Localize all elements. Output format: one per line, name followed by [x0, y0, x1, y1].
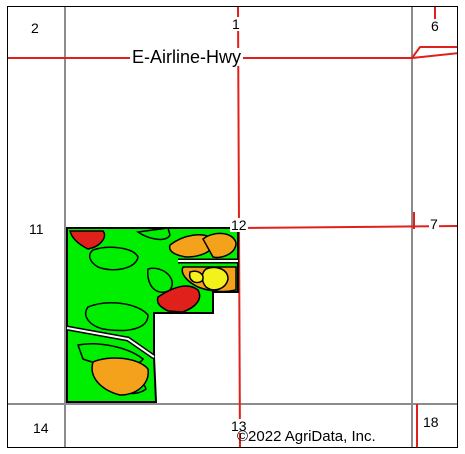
soil-zone-yellow-1 — [201, 266, 229, 291]
section-label-6: 6 — [430, 18, 440, 34]
copyright-notice: ©2022 AgriData, Inc. — [237, 428, 376, 445]
section-label-13: 13 — [230, 418, 248, 434]
section-label-7: 7 — [429, 216, 439, 232]
soil-zone-yellow-2 — [188, 270, 204, 284]
map-canvas[interactable]: 2 1 6 11 12 7 14 13 18 E-Airline-Hwy ©20… — [7, 6, 458, 448]
soil-zone-orange-2 — [202, 232, 237, 259]
section-label-1: 1 — [231, 16, 241, 32]
soil-zone-outline-1 — [88, 246, 139, 271]
section-label-11: 11 — [28, 221, 45, 237]
road-airline-hwy-branch — [411, 52, 457, 59]
section-lines — [8, 7, 457, 447]
road-label-airline-hwy: E-Airline-Hwy — [130, 47, 244, 67]
field-ditch-inner — [66, 327, 155, 358]
soil-zone-red-1 — [69, 230, 106, 250]
soil-zone-outline-3 — [84, 302, 149, 332]
soil-zone-red-2 — [156, 285, 201, 313]
soil-zone-orange-4 — [91, 357, 149, 396]
road-mid-horizontal — [237, 225, 457, 229]
field-polygon[interactable] — [66, 227, 239, 403]
section-label-12: 12 — [230, 217, 248, 233]
section-label-18: 18 — [423, 414, 439, 430]
soil-zone-outline-6 — [135, 227, 171, 241]
section-label-2: 2 — [30, 20, 40, 36]
map-graphic — [8, 7, 457, 447]
section-label-14: 14 — [32, 420, 50, 436]
